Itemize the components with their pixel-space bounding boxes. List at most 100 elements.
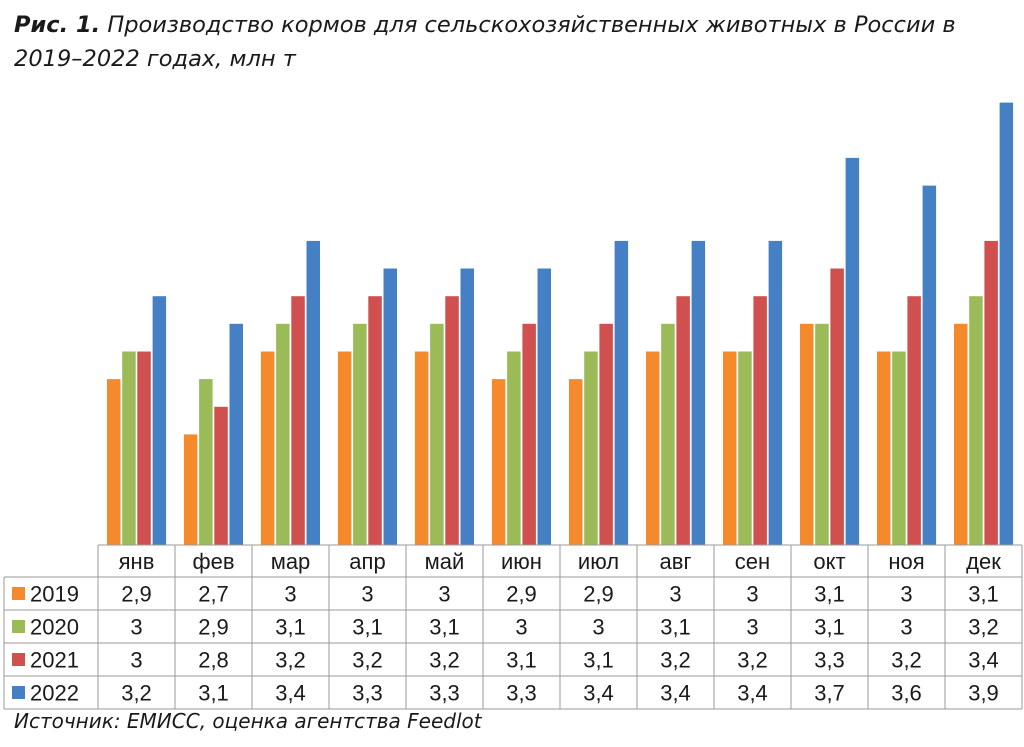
data-label: 2,9 (198, 615, 229, 640)
legend-label-2021: 2021 (30, 648, 79, 673)
bar-2022-авг (691, 240, 706, 545)
data-label: 3,2 (891, 648, 922, 673)
data-label: 3,7 (814, 681, 845, 706)
figure-number: Рис. 1. (14, 12, 101, 38)
bar-2019-авг (646, 351, 660, 545)
legend-key-2022 (12, 686, 25, 699)
bar-2021-сен (753, 296, 767, 545)
data-label: 3,1 (968, 582, 999, 607)
data-label: 3,9 (968, 681, 999, 706)
bar-2020-ноя (892, 351, 906, 545)
bar-2020-окт (815, 323, 829, 545)
bar-2021-апр (368, 296, 382, 545)
bar-2020-авг (661, 323, 675, 545)
legend-key-2019 (12, 587, 25, 600)
data-label: 3 (284, 582, 296, 607)
data-label: 3 (746, 615, 758, 640)
data-label: 3,2 (429, 648, 460, 673)
data-label: 2,9 (121, 582, 152, 607)
bar-2021-мар (291, 296, 305, 545)
bar-2022-дек (999, 102, 1014, 545)
data-label: 3,3 (352, 681, 383, 706)
legend-label-2020: 2020 (30, 615, 79, 640)
x-tick-label: янв (119, 549, 155, 574)
bar-2019-янв (107, 379, 121, 545)
bar-2020-сен (738, 351, 752, 545)
data-label: 2,8 (198, 648, 229, 673)
data-label: 3,6 (891, 681, 922, 706)
bar-2019-окт (800, 323, 814, 545)
legend-key-2020 (12, 620, 25, 633)
x-tick-label: июн (501, 549, 542, 574)
data-label: 3,1 (583, 648, 614, 673)
data-label: 3 (669, 582, 681, 607)
data-label: 3 (900, 615, 912, 640)
bar-2020-май (430, 323, 444, 545)
data-label: 3,1 (660, 615, 691, 640)
bar-2022-июн (537, 268, 551, 545)
data-label: 3,2 (352, 648, 383, 673)
data-label: 3,3 (506, 681, 537, 706)
data-label: 3 (438, 582, 450, 607)
bar-2020-янв (122, 351, 136, 545)
bar-2019-июл (569, 379, 583, 545)
data-label: 3,3 (429, 681, 460, 706)
data-label: 3,1 (429, 615, 460, 640)
x-tick-label: мар (271, 549, 311, 574)
x-tick-label: окт (813, 549, 845, 574)
bar-2019-ноя (877, 351, 891, 545)
bar-2022-янв (152, 296, 167, 545)
data-label: 3,1 (352, 615, 383, 640)
bar-2020-апр (353, 323, 367, 545)
data-table: янв фев мар апр май июн июл авг сен окт ноя дек 2019… (12, 549, 1001, 706)
data-label: 3 (130, 648, 142, 673)
bar-2022-окт (845, 157, 860, 545)
data-label: 3,3 (814, 648, 845, 673)
bar-2021-окт (830, 268, 844, 545)
data-label: 3 (746, 582, 758, 607)
bar-2022-мар (306, 240, 320, 545)
bar-2019-июн (491, 379, 506, 545)
legend-label-2019: 2019 (30, 582, 79, 607)
data-label: 2,9 (506, 582, 537, 607)
legend-key-2021 (12, 653, 25, 666)
data-label: 3,1 (198, 681, 229, 706)
x-tick-label: май (425, 549, 465, 574)
source-note: Источник: ЕМИСС, оценка агентства Feedlo… (14, 709, 482, 733)
title-text: Производство кормов для сельскохозяйстве… (14, 12, 956, 72)
bar-2021-янв (137, 351, 151, 545)
bars (107, 102, 1014, 545)
bar-2020-июл (584, 351, 598, 545)
data-label: 3 (361, 582, 373, 607)
data-label: 3,4 (583, 681, 614, 706)
bar-2019-фев (183, 434, 198, 545)
x-tick-label: апр (349, 549, 385, 574)
data-label: 3,2 (660, 648, 691, 673)
data-label: 3,4 (660, 681, 691, 706)
x-tick-label: дек (966, 549, 1001, 574)
x-tick-label: авг (660, 549, 692, 574)
x-tick-label: июл (578, 549, 619, 574)
bar-2021-фев (214, 406, 228, 545)
bar-2021-июл (599, 323, 613, 545)
data-label: 3,4 (275, 681, 306, 706)
bar-2020-дек (969, 296, 983, 545)
bar-2020-мар (276, 323, 290, 545)
bar-2019-мар (260, 351, 275, 545)
bar-2022-ноя (922, 185, 937, 545)
legend-label-2022: 2022 (30, 681, 79, 706)
data-label: 3,4 (968, 648, 999, 673)
data-label: 3,4 (737, 681, 768, 706)
data-label: 3 (900, 582, 912, 607)
bar-2021-май (445, 296, 459, 545)
bar-2021-авг (676, 296, 690, 545)
data-label: 3 (515, 615, 527, 640)
data-label: 2,9 (583, 582, 614, 607)
bar-2019-май (414, 351, 429, 545)
bar-2022-апр (383, 268, 397, 545)
data-label: 3,2 (275, 648, 306, 673)
bar-2019-апр (337, 351, 352, 545)
data-label: 3,1 (506, 648, 537, 673)
data-label: 3,1 (814, 582, 845, 607)
data-table-grid (3, 544, 1023, 710)
